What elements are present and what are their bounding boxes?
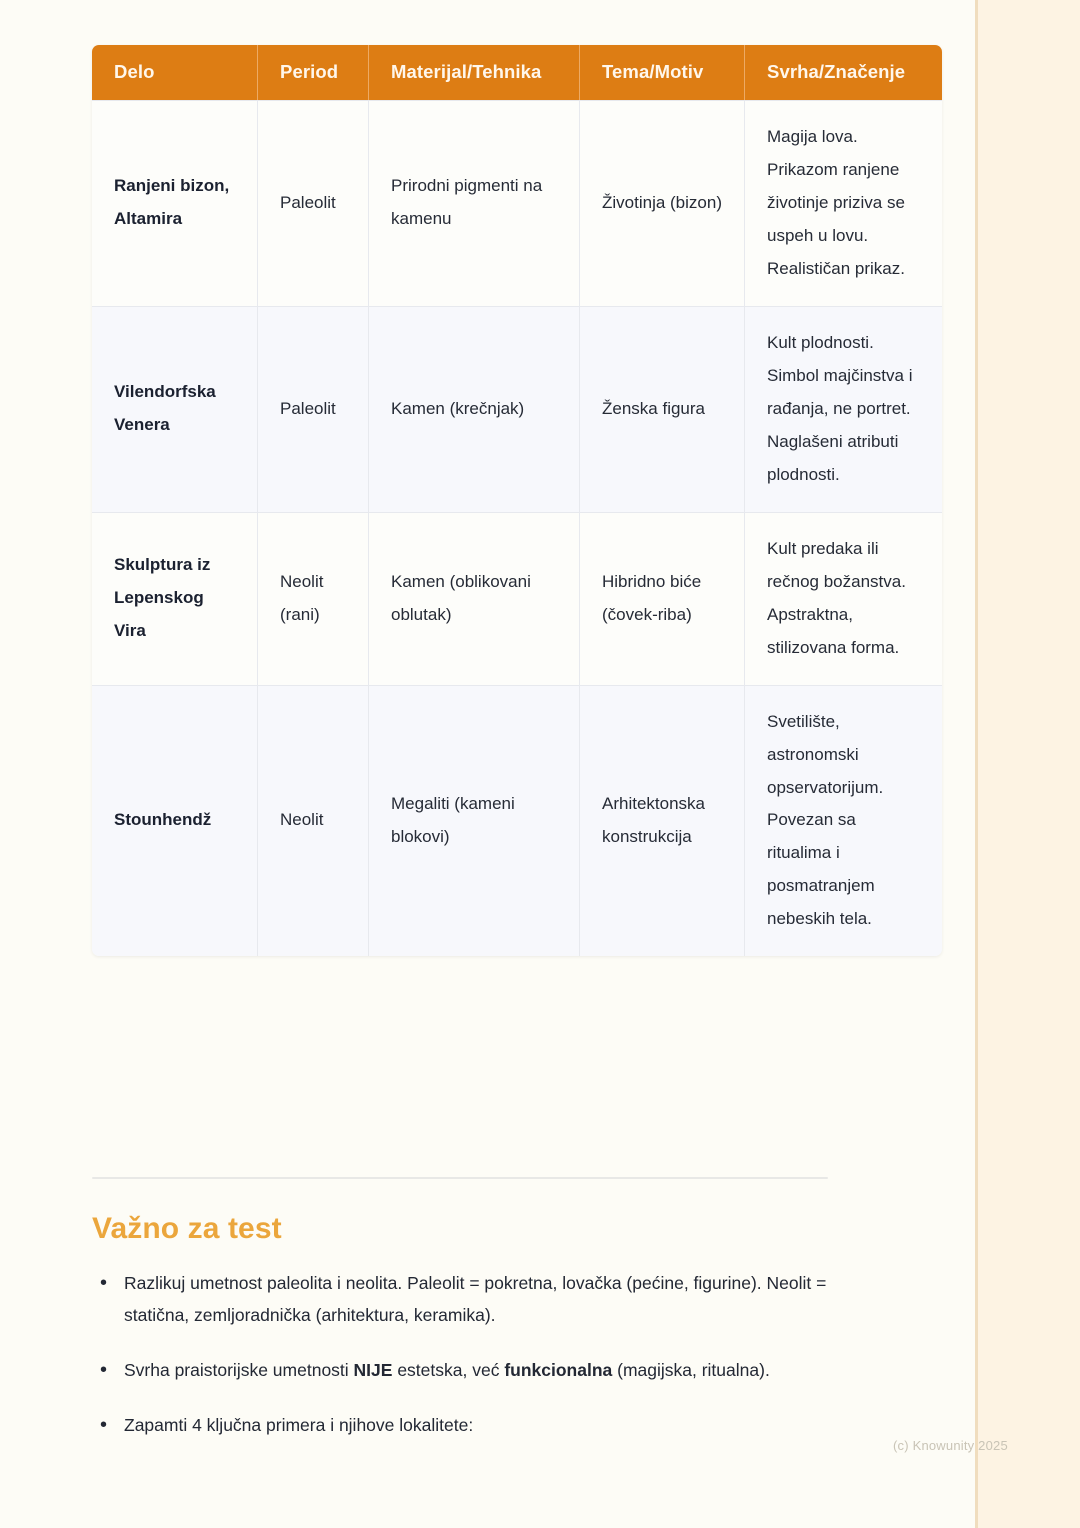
cell-delo: Ranjeni bizon, Altamira	[92, 100, 258, 306]
table-row: Ranjeni bizon, Altamira Paleolit Prirodn…	[92, 100, 942, 306]
list-item: Razlikuj umetnost paleolita i neolita. P…	[92, 1267, 852, 1332]
column-header-svrha-znacenje: Svrha/Značenje	[745, 45, 942, 100]
cell-svrha: Kult predaka ili rečnog božanstva. Apstr…	[745, 511, 942, 685]
prehistoric-art-table-container: Delo Period Materijal/Tehnika Tema/Motiv…	[92, 45, 942, 957]
cell-period: Paleolit	[258, 100, 369, 306]
prehistoric-art-table: Delo Period Materijal/Tehnika Tema/Motiv…	[92, 45, 942, 957]
section-divider	[92, 1177, 828, 1179]
table-header-row: Delo Period Materijal/Tehnika Tema/Motiv…	[92, 45, 942, 100]
list-item: Svrha praistorijske umetnosti NIJE estet…	[92, 1354, 852, 1387]
cell-tema: Arhitektonska konstrukcija	[580, 684, 745, 957]
cell-materijal: Megaliti (kameni blokovi)	[369, 684, 580, 957]
cell-period: Neolit (rani)	[258, 511, 369, 685]
cell-tema: Životinja (bizon)	[580, 100, 745, 306]
column-header-tema-motiv: Tema/Motiv	[580, 45, 745, 100]
cell-materijal: Prirodni pigmenti na kamenu	[369, 100, 580, 306]
column-header-delo: Delo	[92, 45, 258, 100]
important-notes-list: Razlikuj umetnost paleolita i neolita. P…	[92, 1267, 852, 1464]
column-header-period: Period	[258, 45, 369, 100]
cell-period: Neolit	[258, 684, 369, 957]
cell-svrha: Kult plodnosti. Simbol majčinstva i rađa…	[745, 305, 942, 512]
cell-tema: Ženska figura	[580, 305, 745, 512]
cell-delo: Skulptura iz Lepenskog Vira	[92, 511, 258, 685]
table-row: Stounhendž Neolit Megaliti (kameni bloko…	[92, 684, 942, 957]
cell-svrha: Svetilište, astronomski opservatorijum. …	[745, 684, 942, 957]
column-header-materijal-tehnika: Materijal/Tehnika	[369, 45, 580, 100]
cell-materijal: Kamen (oblikovani oblutak)	[369, 511, 580, 685]
document-page: Delo Period Materijal/Tehnika Tema/Motiv…	[0, 0, 975, 1528]
table-row: Skulptura iz Lepenskog Vira Neolit (rani…	[92, 511, 942, 685]
table-row: Vilendorfska Venera Paleolit Kamen (kreč…	[92, 305, 942, 512]
list-item: Zapamti 4 ključna primera i njihove loka…	[92, 1409, 852, 1442]
cell-tema: Hibridno biće (čovek-riba)	[580, 511, 745, 685]
section-heading-vazno-za-test: Važno za test	[92, 1212, 282, 1245]
right-side-panel	[975, 0, 1080, 1528]
cell-delo: Stounhendž	[92, 684, 258, 957]
cell-delo: Vilendorfska Venera	[92, 305, 258, 512]
table-body: Ranjeni bizon, Altamira Paleolit Prirodn…	[92, 100, 942, 957]
table-header: Delo Period Materijal/Tehnika Tema/Motiv…	[92, 45, 942, 100]
cell-materijal: Kamen (krečnjak)	[369, 305, 580, 512]
watermark-copyright: (c) Knowunity 2025	[893, 1438, 1008, 1453]
cell-period: Paleolit	[258, 305, 369, 512]
cell-svrha: Magija lova. Prikazom ranjene životinje …	[745, 100, 942, 306]
